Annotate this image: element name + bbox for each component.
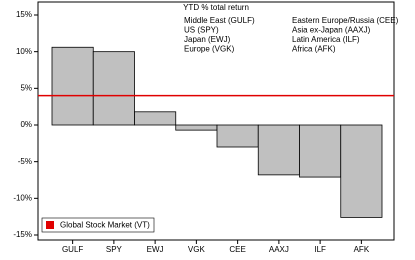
y-tick-label: 10% — [16, 47, 32, 56]
x-tick-label: ILF — [314, 245, 326, 254]
bar — [299, 124, 342, 178]
y-tick-label: 0% — [20, 120, 32, 129]
legend-box — [41, 217, 155, 233]
legend-swatch — [46, 221, 54, 229]
x-tick-label: CEE — [229, 245, 245, 254]
x-tick-label: SPY — [106, 245, 123, 254]
bar — [216, 124, 259, 148]
y-tick-label: -10% — [13, 193, 32, 202]
note: Middle East (GULF) — [184, 16, 255, 25]
y-tick-label: -15% — [13, 230, 32, 239]
bar — [92, 51, 135, 126]
bar — [134, 111, 177, 126]
note: Japan (EWJ) — [184, 35, 231, 44]
x-tick-label: VGK — [188, 245, 206, 254]
bar — [175, 124, 218, 131]
note: Europe (VGK) — [184, 45, 235, 54]
x-tick-label: AFK — [354, 245, 370, 254]
bar — [257, 124, 300, 176]
chart-title: YTD % total return — [183, 3, 249, 12]
x-tick-label: EWJ — [147, 245, 164, 254]
x-tick-label: AAXJ — [269, 245, 289, 254]
bar — [340, 124, 383, 218]
bar — [51, 46, 94, 126]
legend-label: Global Stock Market (VT) — [60, 221, 150, 230]
note: Eastern Europe/Russia (CEE) — [292, 16, 399, 25]
y-tick-label: 5% — [20, 83, 32, 92]
note: Africa (AFK) — [292, 45, 336, 54]
x-tick-label: GULF — [62, 245, 83, 254]
note: Asia ex-Japan (AAXJ) — [292, 26, 371, 35]
plot-frame — [37, 1, 395, 241]
note: US (SPY) — [184, 26, 219, 35]
y-tick-label: 15% — [16, 10, 32, 19]
y-tick-label: -5% — [18, 157, 32, 166]
note: Latin America (ILF) — [292, 35, 360, 44]
